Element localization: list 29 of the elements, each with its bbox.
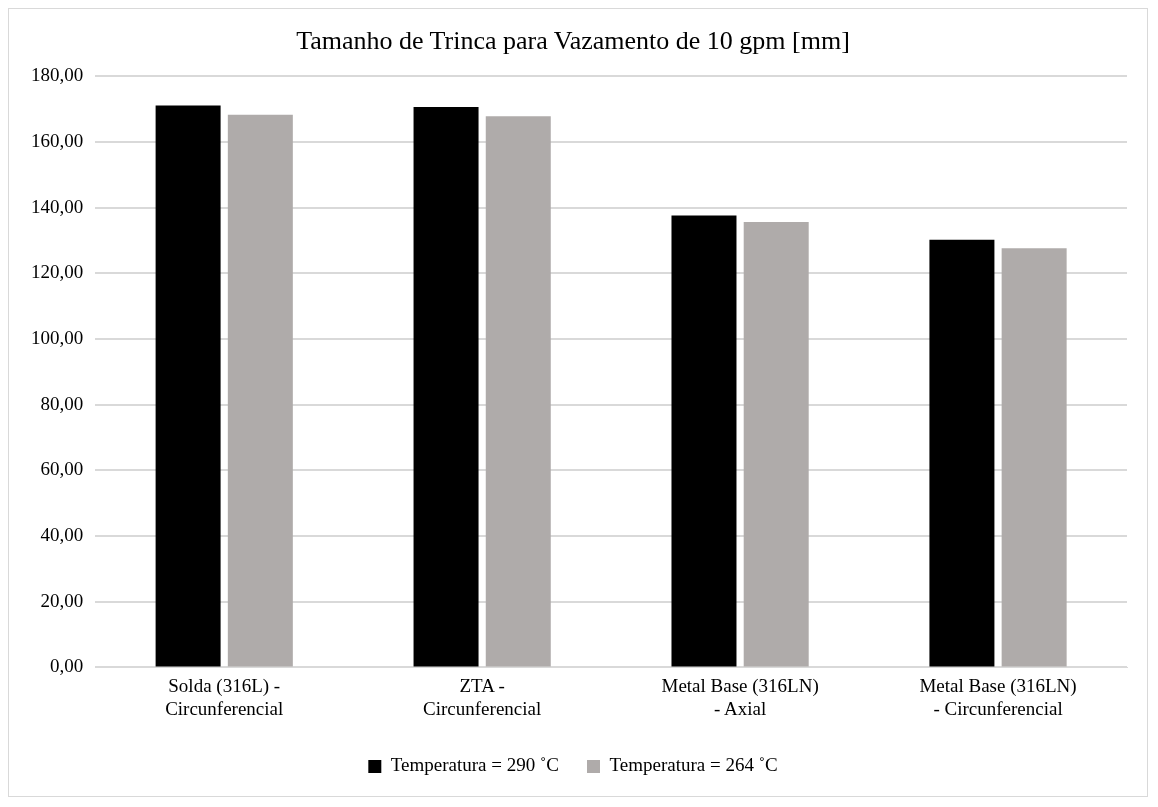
- bar: [671, 215, 737, 667]
- bar: [227, 114, 293, 667]
- y-tick-label: 120,00: [31, 261, 84, 283]
- bar: [485, 116, 551, 667]
- bar: [413, 107, 479, 667]
- category-label: Metal Base (316LN): [661, 674, 819, 696]
- y-tick-label: 60,00: [40, 458, 84, 480]
- y-tick-label: 0,00: [50, 655, 84, 677]
- y-tick-label: 80,00: [40, 392, 84, 414]
- y-tick-label: 20,00: [40, 589, 84, 611]
- category-label: Circunferencial: [165, 697, 284, 719]
- bar: [1001, 248, 1067, 667]
- category-label: - Axial: [713, 697, 767, 719]
- bar: [743, 222, 809, 667]
- category-label: Circunferencial: [423, 697, 542, 719]
- y-tick-label: 160,00: [31, 129, 84, 151]
- category-label: Metal Base (316LN): [919, 674, 1077, 696]
- y-tick-label: 180,00: [31, 64, 84, 86]
- legend-label: Temperatura = 290 ˚C: [390, 754, 560, 776]
- y-tick-label: 140,00: [31, 195, 84, 217]
- category-label: Solda (316L) -: [168, 674, 281, 696]
- y-tick-label: 40,00: [40, 524, 84, 546]
- category-label: ZTA -: [459, 674, 505, 696]
- bar: [155, 105, 221, 667]
- bar: [929, 239, 995, 667]
- legend-label: Temperatura = 264 ˚C: [609, 754, 778, 776]
- category-label: - Circunferencial: [933, 697, 1063, 719]
- chart-title: Tamanho de Trinca para Vazamento de 10 gpm [mm]: [296, 26, 850, 56]
- y-tick-label: 100,00: [31, 326, 84, 348]
